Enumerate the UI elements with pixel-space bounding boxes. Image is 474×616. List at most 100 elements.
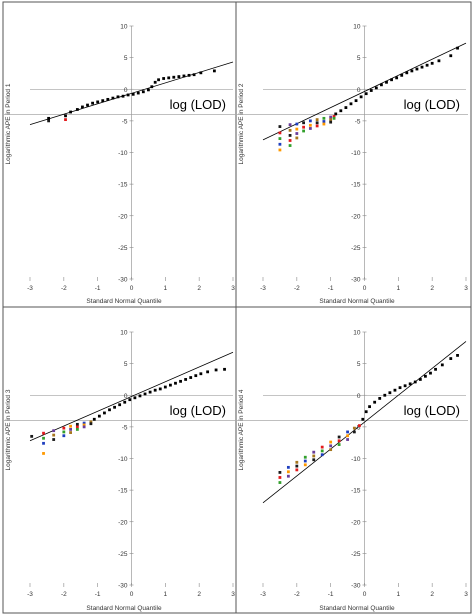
x-axis-label: Standard Normal Quantile <box>86 298 162 305</box>
data-point <box>395 76 399 80</box>
data-point <box>403 384 407 388</box>
x-tick-label: -1 <box>95 591 101 598</box>
data-point <box>430 61 434 65</box>
data-point <box>359 95 363 99</box>
x-tick-label: -3 <box>260 591 266 598</box>
y-tick-label: -15 <box>351 182 361 189</box>
data-point <box>408 382 412 386</box>
data-point <box>449 357 453 360</box>
y-tick-label: 0 <box>124 393 128 400</box>
y-tick-label: -5 <box>122 118 128 125</box>
censored-data-point <box>278 471 282 474</box>
censored-data-point <box>303 455 307 459</box>
data-point <box>172 75 176 79</box>
panel-frame <box>235 306 472 614</box>
panel-period-2: Logarithmic APE in Period 2 Standard Nor… <box>235 1 472 308</box>
censored-data-point <box>337 439 341 443</box>
censored-data-point <box>286 470 290 474</box>
data-point <box>158 387 162 391</box>
censored-data-point <box>346 430 349 434</box>
y-tick-label: 10 <box>353 330 361 337</box>
censored-data-point <box>308 119 312 123</box>
y-tick-label: 0 <box>124 87 128 94</box>
data-point <box>96 100 100 104</box>
data-point <box>373 400 377 404</box>
panel-period-3: Logarithmic APE in Period 3 Standard Nor… <box>2 306 237 614</box>
data-point <box>434 367 437 371</box>
x-tick-label: 0 <box>130 591 134 598</box>
censored-data-point <box>278 476 282 479</box>
x-tick-label: 1 <box>164 591 168 598</box>
data-point <box>111 96 115 100</box>
censored-data-point <box>329 440 333 444</box>
x-axis-label: Standard Normal Quantile <box>86 605 162 612</box>
y-tick-label: 5 <box>357 361 361 368</box>
data-point <box>150 85 154 89</box>
censored-data-point <box>278 148 282 152</box>
censored-data-point <box>346 434 349 438</box>
x-tick-label: -2 <box>294 285 300 292</box>
y-tick-label: 5 <box>124 55 128 62</box>
data-point <box>179 379 182 383</box>
lod-annotation: log (LOD) <box>404 97 460 112</box>
x-tick-label: 2 <box>197 285 201 292</box>
censored-data-point <box>52 433 56 437</box>
y-tick-label: -30 <box>118 583 128 590</box>
x-tick-label: 3 <box>464 285 468 292</box>
x-tick-label: -3 <box>27 591 33 598</box>
y-axis-label: Logarithmic APE in Period 1 <box>5 83 12 164</box>
data-point <box>390 78 393 82</box>
x-tick-label: 2 <box>197 591 201 598</box>
censored-data-point <box>82 421 86 425</box>
x-tick-label: 0 <box>130 285 134 292</box>
censored-data-point <box>315 121 319 125</box>
data-point <box>400 73 404 77</box>
data-point <box>118 403 122 407</box>
censored-data-point <box>320 453 324 457</box>
data-point <box>147 88 150 92</box>
x-tick-label: -2 <box>61 591 67 598</box>
y-tick-label: 0 <box>357 87 361 94</box>
data-point <box>214 368 218 372</box>
data-point <box>199 71 203 75</box>
censored-data-point <box>69 431 72 434</box>
data-point <box>128 398 132 402</box>
y-tick-label: 10 <box>353 24 361 31</box>
y-tick-label: -20 <box>351 213 361 220</box>
data-point <box>157 78 160 82</box>
x-tick-label: -2 <box>61 285 67 292</box>
censored-data-point <box>278 131 282 135</box>
data-point <box>192 73 196 77</box>
data-point <box>380 83 383 87</box>
data-point <box>92 417 96 421</box>
data-point <box>169 383 172 387</box>
censored-data-point <box>358 424 361 428</box>
x-tick-label: 3 <box>464 591 468 598</box>
y-tick-label: -10 <box>351 150 361 157</box>
data-point <box>349 102 353 106</box>
data-point <box>415 67 419 71</box>
data-point <box>163 385 167 389</box>
censored-data-point <box>286 465 290 469</box>
y-tick-label: 10 <box>120 24 128 31</box>
censored-data-point <box>75 428 79 431</box>
x-tick-label: -3 <box>27 285 33 292</box>
censored-data-point <box>42 441 45 445</box>
data-point <box>456 46 459 50</box>
data-point <box>364 410 368 414</box>
data-point <box>116 95 120 99</box>
x-tick-label: 3 <box>231 591 235 598</box>
censored-data-point <box>295 460 299 464</box>
censored-data-point <box>42 452 45 455</box>
censored-data-point <box>82 423 86 427</box>
censored-data-point <box>47 119 51 123</box>
data-point <box>364 92 368 96</box>
y-tick-label: -30 <box>118 277 128 284</box>
data-point <box>361 417 365 421</box>
censored-data-point <box>75 422 79 426</box>
x-tick-label: 1 <box>397 591 401 598</box>
censored-data-point <box>288 123 292 127</box>
data-point <box>81 105 84 109</box>
y-tick-label: -25 <box>118 245 128 252</box>
y-tick-label: -20 <box>351 519 361 526</box>
